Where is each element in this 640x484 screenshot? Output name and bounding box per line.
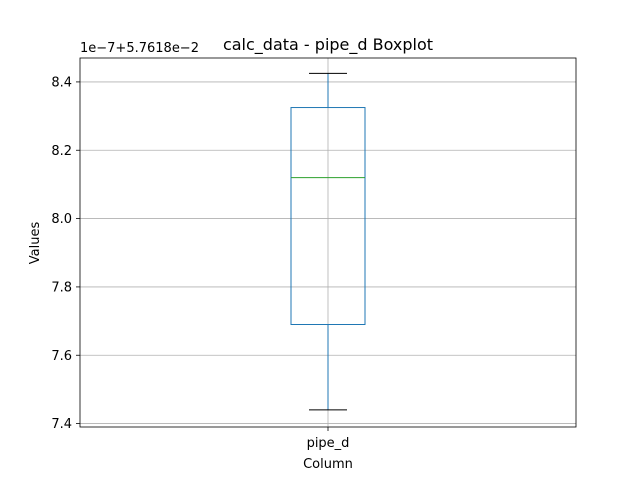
y-tick-label: 8.2 bbox=[51, 144, 72, 159]
plot-frame bbox=[79, 57, 577, 428]
y-tick-label: 7.4 bbox=[51, 417, 72, 432]
y-axis-label: Values bbox=[28, 222, 43, 265]
x-axis-label: Column bbox=[303, 457, 353, 472]
data-layer bbox=[290, 72, 366, 411]
y-tick-label: 7.6 bbox=[51, 349, 72, 364]
box-iqr bbox=[290, 107, 366, 325]
axis-layer: 7.4 7.6 7.8 8.0 8.2 8.4 pipe_d bbox=[51, 57, 577, 451]
y-tick-label: 8.4 bbox=[51, 75, 72, 90]
y-tick-label: 7.8 bbox=[51, 280, 72, 295]
chart-title: calc_data - pipe_d Boxplot bbox=[223, 35, 433, 55]
y-tick-label: 8.0 bbox=[51, 212, 72, 227]
x-tick-label: pipe_d bbox=[307, 436, 350, 451]
y-axis-offset-label: 1e−7+5.7618e−2 bbox=[80, 41, 199, 56]
